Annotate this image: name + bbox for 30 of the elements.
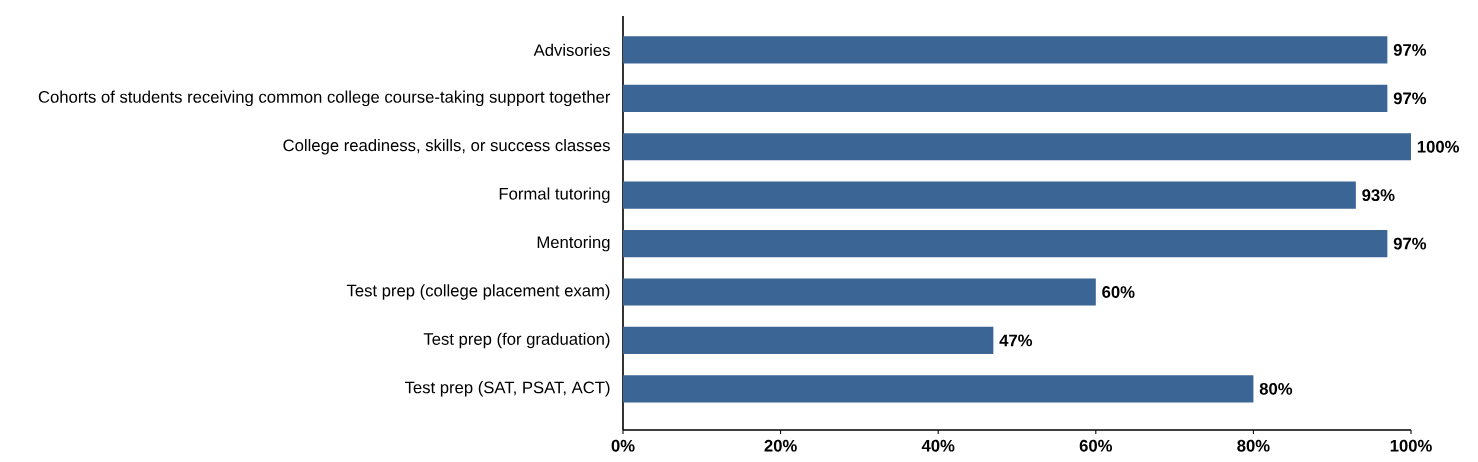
y-tick-label: Test prep (SAT, PSAT, ACT): [404, 381, 610, 397]
bar: [623, 326, 994, 354]
data-label: 97%: [1393, 44, 1427, 56]
y-tick-label: Formal tutoring: [499, 187, 610, 203]
x-tick-label: 80%: [1237, 439, 1270, 452]
data-label: 97%: [1393, 237, 1427, 250]
data-label: 80%: [1259, 382, 1293, 395]
bar: [623, 230, 1388, 258]
y-tick-label: College readiness, skills, or success classes: [283, 138, 610, 155]
data-label: 93%: [1362, 189, 1395, 202]
y-tick-label: Test prep (college placement exam): [346, 284, 610, 300]
y-tick-label: Advisories: [533, 43, 610, 57]
data-label: 100%: [1417, 140, 1460, 153]
x-tick-label: 0%: [611, 439, 635, 452]
x-tick-label: 100%: [1390, 439, 1432, 452]
bar: [623, 133, 1411, 161]
y-tick-label: Mentoring: [537, 235, 610, 252]
bar: [623, 36, 1388, 64]
bar: [623, 375, 1254, 403]
bar: [623, 278, 1096, 306]
data-label: 97%: [1393, 92, 1427, 105]
x-tick-label: 60%: [1079, 439, 1113, 452]
x-tick-label: 40%: [921, 439, 955, 452]
bar: [623, 84, 1388, 112]
x-tick-label: 20%: [764, 439, 797, 452]
y-tick-label: Test prep (for graduation): [423, 332, 610, 349]
data-label: 47%: [999, 334, 1033, 347]
bar: [623, 181, 1356, 209]
y-tick-label: Cohorts of students receiving common college course-taking support together: [38, 90, 611, 107]
data-label: 60%: [1102, 286, 1135, 298]
